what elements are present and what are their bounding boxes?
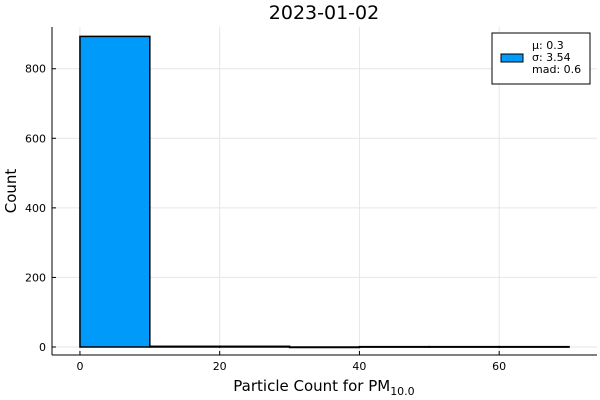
legend: μ: 0.3 σ: 3.54 mad: 0.6 xyxy=(491,32,591,85)
plot-axes xyxy=(51,27,597,356)
histogram-bar xyxy=(358,345,431,348)
histogram-bars xyxy=(79,35,570,349)
legend-entry-mean: μ: 0.3 xyxy=(532,39,564,52)
x-tick-label: 60 xyxy=(492,360,506,373)
legend-swatch xyxy=(500,53,524,63)
x-axis-label: Particle Count for PM10.0 xyxy=(233,377,414,398)
y-tick-label: 600 xyxy=(25,132,46,145)
y-tick-label: 0 xyxy=(39,341,46,354)
x-tick-label: 40 xyxy=(352,360,366,373)
histogram-bar xyxy=(218,345,291,348)
histogram-bar xyxy=(288,346,361,349)
y-tick-label: 200 xyxy=(25,271,46,284)
histogram-bar xyxy=(149,345,221,348)
histogram-bar xyxy=(79,35,151,348)
histogram-bar xyxy=(498,345,570,348)
legend-entry-mad: mad: 0.6 xyxy=(532,63,581,76)
x-tick-label: 0 xyxy=(76,360,83,373)
y-tick-label: 800 xyxy=(25,63,46,76)
chart-title: 2023-01-02 xyxy=(269,2,379,24)
histogram-bar xyxy=(428,345,500,348)
legend-entry-std: σ: 3.54 xyxy=(532,51,571,64)
y-axis-label: Count xyxy=(2,169,20,214)
y-tick-label: 400 xyxy=(25,202,46,215)
x-tick-label: 20 xyxy=(213,360,227,373)
